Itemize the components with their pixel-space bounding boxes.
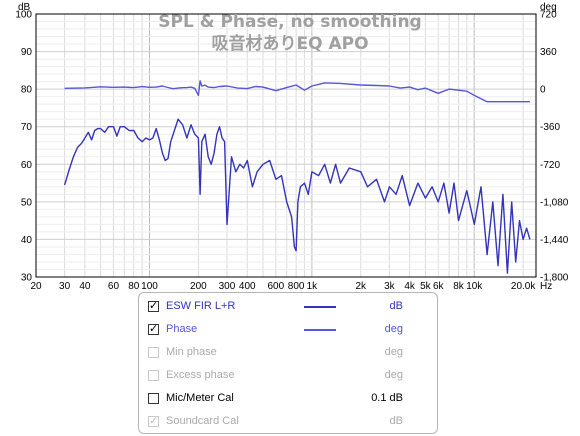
- legend-label-phase: Phase: [166, 323, 198, 335]
- checkbox-soundcard-cal[interactable]: ✓: [148, 415, 159, 427]
- x-tick-label: 1k: [307, 281, 319, 290]
- legend-row-spl[interactable]: ✓ ESW FIR L+R dB: [139, 297, 439, 319]
- checkbox-phase[interactable]: ✓: [148, 323, 159, 335]
- y-tick-label: 40: [21, 235, 33, 246]
- y2-tick-label: -720: [540, 160, 560, 171]
- x-axis-unit: Hz: [540, 281, 552, 290]
- chart-title: SPL & Phase, no smoothing: [158, 12, 421, 32]
- y2-tick-label: -1,080: [540, 197, 569, 208]
- x-tick-label: 400: [239, 281, 256, 290]
- legend-label-excess-phase: Excess phase: [166, 369, 235, 381]
- x-tick-label: 5k: [420, 281, 432, 290]
- x-tick-label: 80: [128, 281, 140, 290]
- x-tick-label: 8k: [453, 281, 465, 290]
- x-tick-label: 3k: [384, 281, 396, 290]
- legend-unit-mic-cal: 0.1 dB: [371, 392, 403, 404]
- legend-label-mic-cal: Mic/Meter Cal: [166, 392, 234, 404]
- legend-unit-spl: dB: [389, 300, 403, 312]
- legend-row-min-phase[interactable]: Min phase deg: [139, 343, 439, 365]
- x-tick-label: 300: [219, 281, 236, 290]
- x-tick-label: 40: [79, 281, 91, 290]
- y-tick-label: 50: [21, 197, 33, 208]
- x-tick-label: 100: [141, 281, 158, 290]
- y-tick-label: 90: [21, 47, 33, 58]
- y2-tick-label: 360: [540, 47, 557, 58]
- chart-subtitle: 吸音材ありEQ APO: [211, 33, 368, 54]
- legend-swatch-phase: [304, 329, 336, 331]
- y-axis-unit: dB: [18, 2, 31, 13]
- y2-tick-label: 720: [540, 10, 557, 21]
- x-tick-label: 30: [59, 281, 71, 290]
- y2-tick-label: 0: [540, 85, 546, 96]
- checkbox-spl[interactable]: ✓: [148, 300, 159, 312]
- legend-unit-min-phase: deg: [384, 346, 403, 358]
- x-tick-label: 60: [108, 281, 120, 290]
- legend-row-phase[interactable]: ✓ Phase deg: [139, 320, 439, 342]
- legend-unit-excess-phase: deg: [384, 369, 403, 381]
- y-tick-label: 30: [21, 273, 33, 284]
- legend-unit-soundcard-cal: dB: [389, 415, 403, 427]
- x-tick-label: 10k: [466, 281, 483, 290]
- legend-row-soundcard-cal[interactable]: ✓ Soundcard Cal dB: [139, 412, 439, 434]
- y-tick-label: 60: [21, 160, 33, 171]
- legend-label-min-phase: Min phase: [166, 346, 217, 358]
- tick-labels: 20 30 40 60 80 100 200 300 400 600 800 1k 2k 3k 4k 5k 6k…: [15, 10, 568, 291]
- legend-row-excess-phase[interactable]: Excess phase deg: [139, 366, 439, 388]
- x-tick-label: 800: [288, 281, 305, 290]
- y-tick-label: 70: [21, 122, 33, 133]
- checkbox-min-phase[interactable]: [148, 347, 159, 358]
- x-tick-label: 2k: [355, 281, 367, 290]
- y-tick-label: 100: [15, 10, 32, 21]
- plot-frame: [35, 13, 537, 278]
- legend-row-mic-cal[interactable]: Mic/Meter Cal 0.1 dB: [139, 389, 439, 411]
- spl-series-line: [63, 118, 531, 274]
- y2-axis-unit: deg: [540, 2, 557, 13]
- x-tick-label: 200: [190, 281, 207, 290]
- checkbox-mic-cal[interactable]: [148, 393, 159, 404]
- legend-label-spl: ESW FIR L+R: [166, 300, 236, 312]
- x-tick-label: 6k: [433, 281, 445, 290]
- legend-label-soundcard-cal: Soundcard Cal: [166, 415, 239, 427]
- x-tick-label: 4k: [404, 281, 416, 290]
- spl-phase-chart: 20 30 40 60 80 100 200 300 400 600 800 1k 2k 3k 4k 5k 6k…: [15, 2, 568, 291]
- y2-tick-label: -360: [540, 122, 560, 133]
- legend-panel: ✓ ESW FIR L+R dB ✓ Phase deg Min phase d…: [138, 292, 438, 434]
- y-tick-label: 80: [21, 85, 33, 96]
- y2-tick-label: -1,440: [540, 235, 569, 246]
- x-tick-label: 600: [268, 281, 285, 290]
- x-tick-label: 20.0k: [511, 281, 536, 290]
- checkbox-excess-phase[interactable]: [148, 370, 159, 381]
- phase-series-line: [64, 80, 530, 103]
- x-tick-label: 20: [30, 281, 42, 290]
- series-layer: [63, 80, 531, 274]
- y2-tick-label: -1,800: [540, 273, 569, 284]
- legend-swatch-spl: [304, 306, 336, 308]
- legend-unit-phase: deg: [384, 323, 403, 335]
